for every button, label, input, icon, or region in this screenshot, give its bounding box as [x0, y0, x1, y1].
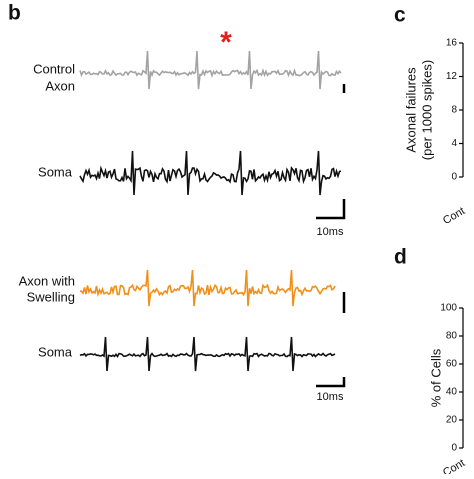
x-tick-label: Cont [441, 205, 467, 227]
y-tick-label: 40 [446, 387, 458, 398]
asterisk: * [220, 26, 232, 59]
y-tick-label: 0 [451, 443, 457, 454]
y-axis-label: Axonal failures [403, 67, 418, 153]
panel-label: c [394, 4, 406, 27]
y-axis-label: (per 1000 spikes) [419, 60, 434, 160]
y-tick-label: 20 [446, 415, 458, 426]
trace [79, 150, 342, 196]
y-tick-label: 16 [446, 38, 458, 49]
y-tick-label: 60 [446, 359, 458, 370]
trace [79, 336, 336, 372]
scale-bars [316, 84, 346, 388]
trace-label: Axon with [19, 273, 75, 288]
trace-label: Soma [38, 164, 73, 179]
trace-label: Swelling [27, 289, 75, 304]
panel-label: b [8, 2, 21, 25]
y-tick-label: 100 [440, 303, 457, 314]
scale-label: 10ms [317, 226, 344, 238]
y-axis-label: % of Cells [428, 348, 443, 407]
y-tick-label: 80 [446, 331, 458, 342]
trace-label: Control [33, 61, 75, 76]
trace-label: Soma [38, 344, 73, 359]
y-tick-label: 8 [451, 105, 457, 116]
panel-label: d [394, 246, 407, 269]
y-tick-label: 4 [451, 138, 457, 149]
x-tick-label: Cont [441, 457, 467, 474]
y-tick-label: 12 [446, 71, 458, 82]
trace-label: Axon [45, 78, 75, 93]
scale-label: 10ms [317, 391, 344, 403]
trace [79, 50, 342, 90]
trace [79, 269, 336, 307]
y-tick-label: 0 [451, 172, 457, 183]
